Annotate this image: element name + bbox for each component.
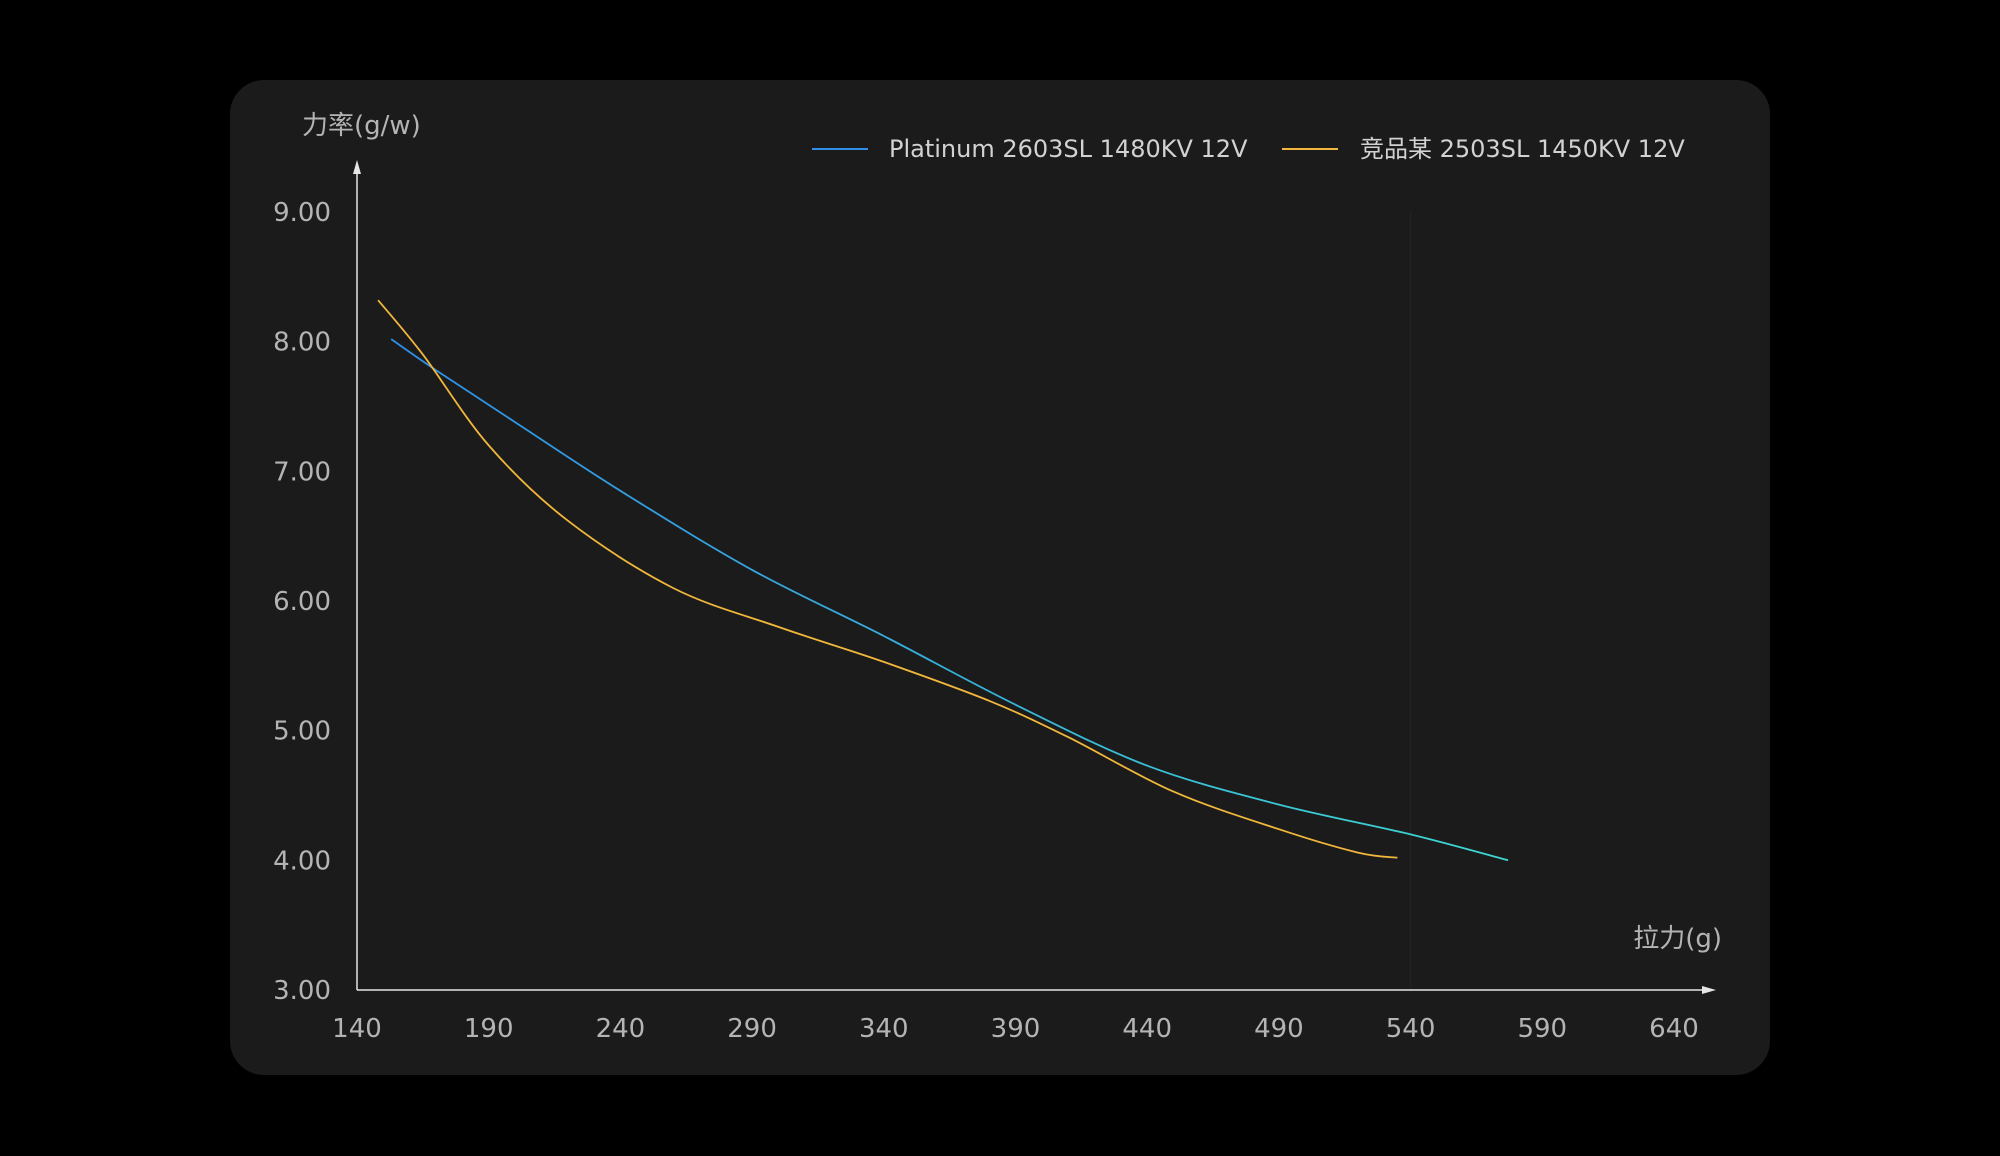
- x-tick-label: 590: [1517, 1014, 1567, 1044]
- x-tick-label: 290: [727, 1014, 777, 1044]
- x-tick-label: 390: [991, 1014, 1041, 1044]
- y-tick-label: 5.00: [273, 717, 331, 747]
- y-axis-title: 力率(g/w): [302, 111, 421, 141]
- chart-card: [230, 80, 1770, 1075]
- y-tick-labels: 3.00 4.00 5.00 6.00 7.00 8.00 9.00: [273, 198, 331, 1006]
- series-line-1: [377, 299, 1398, 859]
- series-lines: [377, 299, 1509, 862]
- x-tick-label: 440: [1122, 1014, 1172, 1044]
- x-tick-label: 540: [1386, 1014, 1436, 1044]
- y-tick-label: 4.00: [273, 846, 331, 876]
- y-tick-label: 7.00: [273, 457, 331, 487]
- x-axis-arrow-icon: [1702, 986, 1716, 994]
- y-tick-label: 8.00: [273, 328, 331, 358]
- x-axis-title: 拉力(g): [1633, 924, 1722, 954]
- x-tick-label: 140: [332, 1014, 382, 1044]
- legend-label-0: Platinum 2603SL 1480KV 12V: [889, 135, 1248, 163]
- x-tick-label: 240: [596, 1014, 646, 1044]
- y-tick-label: 9.00: [273, 198, 331, 228]
- x-tick-label: 640: [1649, 1014, 1699, 1044]
- legend-label-1: 竞品某 2503SL 1450KV 12V: [1360, 135, 1685, 163]
- x-tick-label: 190: [464, 1014, 514, 1044]
- y-tick-label: 6.00: [273, 587, 331, 617]
- series-line-0: [390, 338, 1509, 862]
- x-tick-label: 490: [1254, 1014, 1304, 1044]
- y-tick-label: 3.00: [273, 976, 331, 1006]
- y-axis-arrow-icon: [353, 160, 361, 174]
- x-tick-label: 340: [859, 1014, 909, 1044]
- legend: Platinum 2603SL 1480KV 12V 竞品某 2503SL 145…: [812, 135, 1685, 163]
- x-tick-labels: 140 190 240 290 340 390 440 490 540 590 640: [332, 1014, 1699, 1044]
